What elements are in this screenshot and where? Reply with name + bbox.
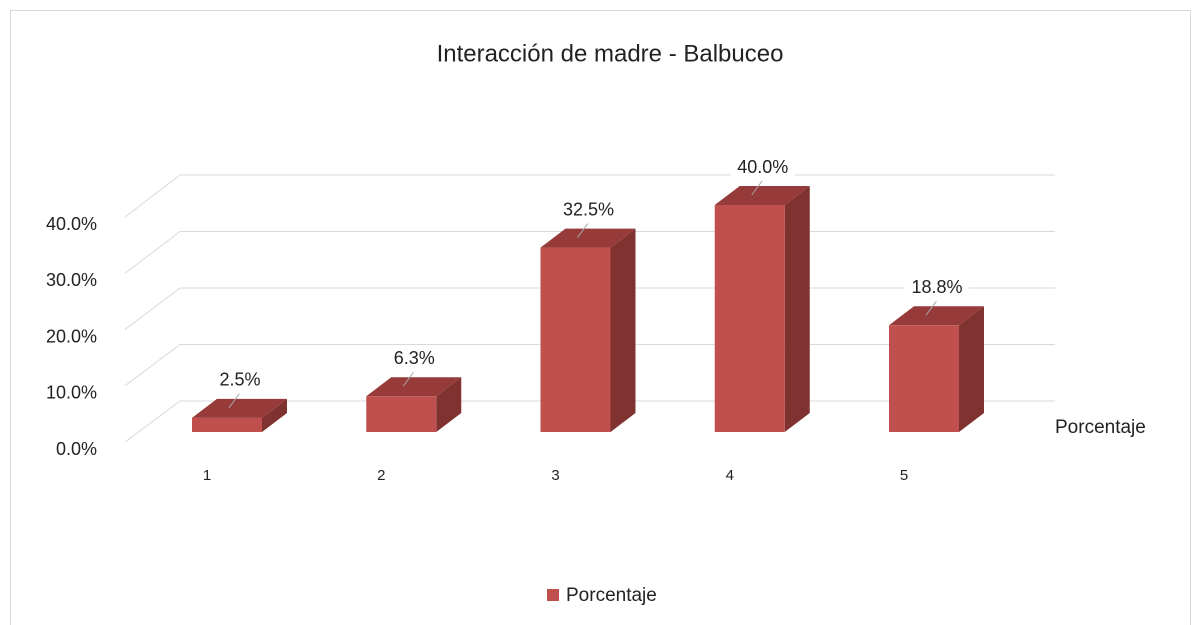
bar: [192, 417, 262, 432]
x-tick-label: 2: [377, 467, 385, 484]
bar-side: [610, 228, 636, 432]
bar-top: [889, 306, 984, 326]
bar-top: [714, 186, 810, 205]
depth-axis-label: Porcentaje: [1055, 417, 1146, 438]
value-label-bg: [905, 275, 969, 302]
bar: [540, 247, 611, 432]
x-tick-label: 3: [551, 467, 559, 484]
bar-top: [192, 398, 287, 418]
bar-top: [540, 228, 636, 248]
leader-line: [402, 370, 415, 387]
x-tick-label: 4: [726, 467, 734, 484]
x-tick-label: 5: [900, 467, 908, 484]
value-label-bg: [208, 367, 272, 394]
bar-top: [366, 377, 462, 397]
value-label-bg: [382, 346, 447, 373]
bar-side: [959, 306, 984, 432]
y-tick-label: 0.0%: [56, 439, 97, 459]
value-label: 2.5%: [219, 370, 260, 390]
value-label: 6.3%: [394, 348, 435, 368]
y-tick-label: 30.0%: [46, 270, 97, 290]
value-label-bg: [730, 155, 795, 181]
value-label-bg: [556, 197, 621, 224]
legend-swatch: [547, 589, 559, 601]
leader-line: [228, 392, 241, 409]
legend-label: Porcentaje: [566, 585, 657, 606]
chart-title: Interacción de madre - Balbuceo: [437, 40, 784, 67]
leader-line: [925, 300, 938, 316]
value-label: 18.8%: [911, 277, 962, 297]
bar: [714, 205, 785, 432]
leader-line: [577, 222, 589, 238]
leader-line: [751, 179, 764, 196]
value-label: 32.5%: [563, 199, 614, 219]
bar-side: [436, 377, 462, 432]
bar-side: [262, 398, 287, 432]
y-tick-label: 10.0%: [46, 383, 97, 403]
bar-side: [784, 186, 810, 432]
y-tick-label: 20.0%: [46, 326, 97, 346]
y-tick-label: 40.0%: [46, 214, 97, 234]
bar: [889, 325, 959, 432]
value-label: 40.0%: [737, 157, 788, 177]
bar: [366, 396, 437, 432]
x-tick-label: 1: [203, 467, 211, 484]
